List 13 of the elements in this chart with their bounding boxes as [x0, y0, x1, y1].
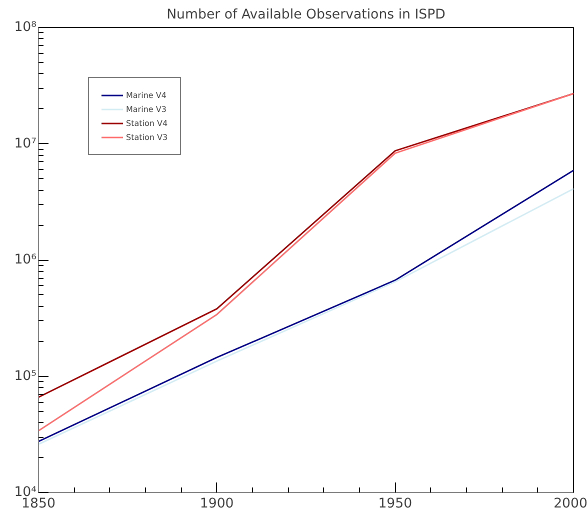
legend-label: Station V4 — [126, 118, 168, 128]
x-tick-label: 1900 — [200, 496, 234, 510]
x-tick-label: 2000 — [554, 496, 587, 510]
y-tick-label: 10⁶ — [14, 252, 37, 268]
legend-label: Marine V3 — [126, 104, 166, 114]
x-tick-label: 1850 — [22, 496, 56, 510]
y-tick-label: 10⁸ — [14, 20, 37, 35]
chart-title: Number of Available Observations in ISPD — [166, 8, 446, 22]
legend-label: Marine V4 — [126, 90, 166, 100]
legend-label: Station V3 — [126, 132, 168, 142]
y-tick-label: 10⁷ — [14, 136, 37, 152]
x-tick-label: 1950 — [378, 496, 412, 510]
y-tick-label: 10⁵ — [14, 368, 37, 384]
